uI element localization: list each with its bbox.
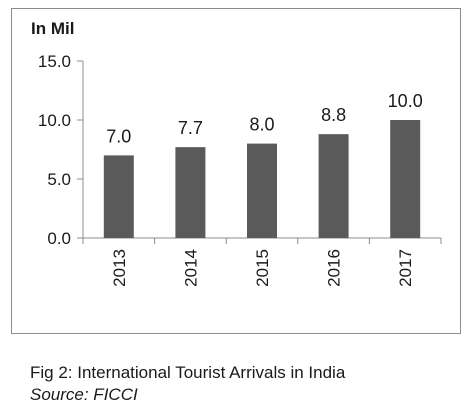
data-label-2017: 10.0	[388, 91, 423, 111]
bar-2017	[390, 120, 421, 238]
data-label-2015: 8.0	[249, 115, 274, 135]
category-label-2013: 2013	[110, 249, 129, 287]
data-label-2014: 7.7	[178, 118, 203, 138]
bar-2016	[318, 134, 349, 238]
category-label-2015: 2015	[253, 249, 272, 287]
y-tick-label: 15.0	[38, 52, 71, 71]
bar-2013	[103, 155, 134, 238]
category-label-2016: 2016	[325, 249, 344, 287]
bar-chart: In Mil 0.0 5.0 10.0 15.0 7.0 7.7 8.0 8.8 10.0 2…	[31, 19, 442, 287]
category-label-2014: 2014	[181, 249, 200, 287]
unit-label: In Mil	[31, 19, 74, 38]
caption-title: Fig 2: International Tourist Arrivals in…	[30, 363, 346, 382]
caption-source: Source: FICCI	[30, 385, 138, 404]
x-axis	[82, 237, 442, 244]
y-tick-label: 5.0	[47, 170, 71, 189]
figure-caption: Fig 2: International Tourist Arrivals in…	[30, 362, 345, 406]
data-label-2016: 8.8	[321, 105, 346, 125]
category-label-2017: 2017	[396, 249, 415, 287]
y-tick-label: 0.0	[47, 229, 71, 248]
category-labels: 2013 2014 2015 2016 2017	[110, 249, 415, 287]
y-tick-label: 10.0	[38, 111, 71, 130]
data-label-2013: 7.0	[106, 126, 131, 146]
bars	[103, 120, 421, 238]
data-labels: 7.0 7.7 8.0 8.8 10.0	[106, 91, 422, 146]
bar-2015	[247, 143, 277, 238]
bar-2014	[175, 147, 206, 238]
y-axis: 0.0 5.0 10.0 15.0	[38, 52, 84, 248]
chart-frame	[11, 8, 461, 334]
